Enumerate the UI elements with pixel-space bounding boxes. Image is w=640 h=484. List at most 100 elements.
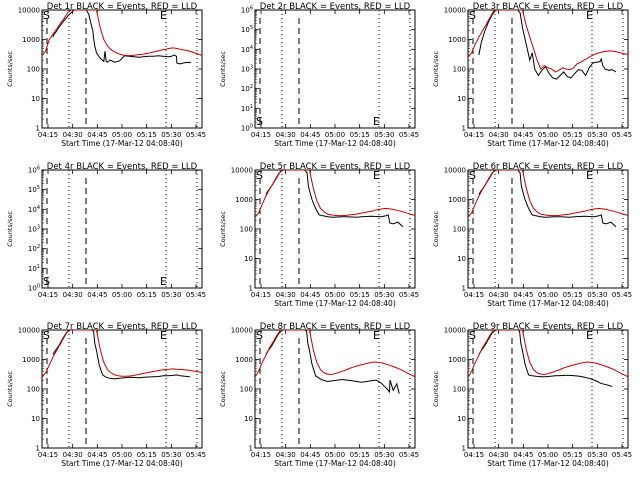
- start-marker: S: [256, 115, 263, 128]
- y-tick-label: 10: [457, 95, 466, 103]
- series-line-events: [52, 10, 192, 65]
- plot-frame: [41, 329, 203, 449]
- x-tick-label: 05:15: [563, 291, 583, 299]
- y-tick-label: 1000: [448, 36, 466, 44]
- y-tick-label: 100: [28, 284, 40, 293]
- detector-panel-1: Det 1r BLACK = Events, RED = LLD 1 10 100 10…: [6, 2, 206, 148]
- series-line-events: [52, 330, 190, 380]
- y-tick-label: 106: [241, 6, 253, 15]
- series-line-events: [478, 170, 617, 228]
- y-tick-label: 1000: [22, 356, 40, 364]
- y-tick-exponent: 5: [250, 25, 253, 31]
- y-tick-label: 101: [241, 104, 253, 113]
- y-tick-label: 100: [453, 66, 466, 74]
- x-tick-label: 05:45: [399, 291, 419, 299]
- x-tick-label: 04:45: [300, 131, 320, 139]
- plot-frame: [254, 9, 416, 129]
- x-tick-label: 05:15: [137, 291, 157, 299]
- panel-title: Det 6r BLACK = Events, RED = LLD: [473, 162, 624, 172]
- x-axis-label: Start Time (17-Mar-12 04:08:40): [487, 299, 609, 308]
- y-tick-label: 10000: [18, 327, 40, 335]
- panel-title: Det 5r BLACK = Events, RED = LLD: [260, 162, 411, 172]
- y-tick-label: 10000: [18, 7, 40, 15]
- y-tick-label: 1000: [448, 196, 466, 204]
- end-marker: E: [586, 169, 593, 182]
- plot-frame: [254, 169, 416, 289]
- y-tick-exponent: 3: [37, 225, 40, 231]
- x-axis-label: Start Time (17-Mar-12 04:08:40): [487, 139, 609, 148]
- y-tick-label: 1: [462, 445, 466, 453]
- x-tick-label: 04:30: [63, 291, 83, 299]
- x-tick-label: 05:45: [399, 131, 419, 139]
- x-tick-label: 05:00: [112, 451, 132, 459]
- x-tick-label: 05:30: [374, 451, 394, 459]
- x-tick-label: 04:30: [63, 131, 83, 139]
- detector-panel-7: Det 7r BLACK = Events, RED = LLD 1 10 100 10…: [6, 322, 206, 468]
- x-tick-label: 05:00: [538, 291, 558, 299]
- panel-title: Det 9r BLACK = Events, RED = LLD: [473, 322, 624, 332]
- y-tick-label: 1: [462, 285, 466, 293]
- x-tick-label: 04:30: [276, 291, 296, 299]
- y-tick-label: 103: [28, 225, 40, 234]
- x-tick-label: 04:15: [38, 291, 58, 299]
- y-tick-label: 102: [241, 84, 253, 93]
- x-tick-label: 05:30: [161, 291, 181, 299]
- y-tick-label: 100: [27, 386, 40, 394]
- x-tick-label: 05:30: [374, 131, 394, 139]
- end-marker: E: [373, 115, 380, 128]
- series-line-events: [265, 170, 404, 228]
- y-tick-label: 10000: [444, 167, 466, 175]
- y-tick-label: 1: [462, 125, 466, 133]
- series-line-events: [478, 10, 617, 80]
- y-axis-label: Counts/sec: [219, 211, 227, 247]
- x-tick-label: 04:15: [464, 451, 484, 459]
- y-tick-label: 100: [453, 226, 466, 234]
- start-marker: S: [256, 329, 263, 342]
- x-tick-label: 05:45: [612, 451, 632, 459]
- x-tick-label: 05:30: [587, 291, 607, 299]
- x-tick-label: 05:15: [137, 451, 157, 459]
- y-tick-label: 1: [36, 445, 40, 453]
- y-tick-exponent: 1: [37, 264, 40, 270]
- x-tick-label: 04:30: [63, 451, 83, 459]
- y-tick-exponent: 4: [250, 45, 253, 51]
- series-line-events: [478, 330, 613, 388]
- plot-frame: [254, 329, 416, 449]
- x-tick-label: 04:15: [464, 131, 484, 139]
- start-marker: S: [43, 275, 50, 288]
- y-tick-exponent: 1: [250, 104, 253, 110]
- x-tick-label: 04:45: [513, 451, 533, 459]
- x-tick-label: 05:00: [538, 131, 558, 139]
- x-tick-label: 04:15: [38, 451, 58, 459]
- detector-panel-3: Det 3r BLACK = Events, RED = LLD 1 10 100 10…: [432, 2, 632, 148]
- y-tick-exponent: 2: [250, 84, 253, 90]
- y-tick-exponent: 0: [37, 284, 40, 290]
- x-tick-label: 05:00: [325, 291, 345, 299]
- series-line-lld: [468, 10, 628, 73]
- y-tick-exponent: 4: [37, 205, 40, 211]
- plot-frame: [467, 9, 629, 129]
- plot-frame: [41, 169, 203, 289]
- x-tick-label: 05:45: [186, 291, 206, 299]
- end-marker: E: [160, 9, 167, 22]
- plot-frame: [41, 9, 203, 129]
- y-tick-label: 105: [28, 185, 40, 194]
- end-marker: E: [373, 329, 380, 342]
- y-tick-exponent: 6: [37, 166, 40, 172]
- x-tick-label: 04:15: [251, 451, 271, 459]
- y-tick-label: 10: [457, 255, 466, 263]
- detector-panel-6: Det 6r BLACK = Events, RED = LLD 1 10 100 10…: [432, 162, 632, 308]
- y-tick-label: 106: [28, 166, 40, 175]
- y-tick-label: 10000: [444, 7, 466, 15]
- y-tick-label: 102: [28, 244, 40, 253]
- y-tick-label: 105: [241, 25, 253, 34]
- plot-frame: [467, 169, 629, 289]
- x-tick-label: 05:45: [186, 131, 206, 139]
- x-axis-label: Start Time (17-Mar-12 04:08:40): [61, 139, 183, 148]
- end-marker: E: [160, 275, 167, 288]
- y-tick-label: 1: [36, 125, 40, 133]
- series-line-lld: [468, 330, 628, 378]
- detector-panel-9: Det 9r BLACK = Events, RED = LLD 1 10 100 10…: [432, 322, 632, 468]
- series-line-lld: [255, 170, 415, 218]
